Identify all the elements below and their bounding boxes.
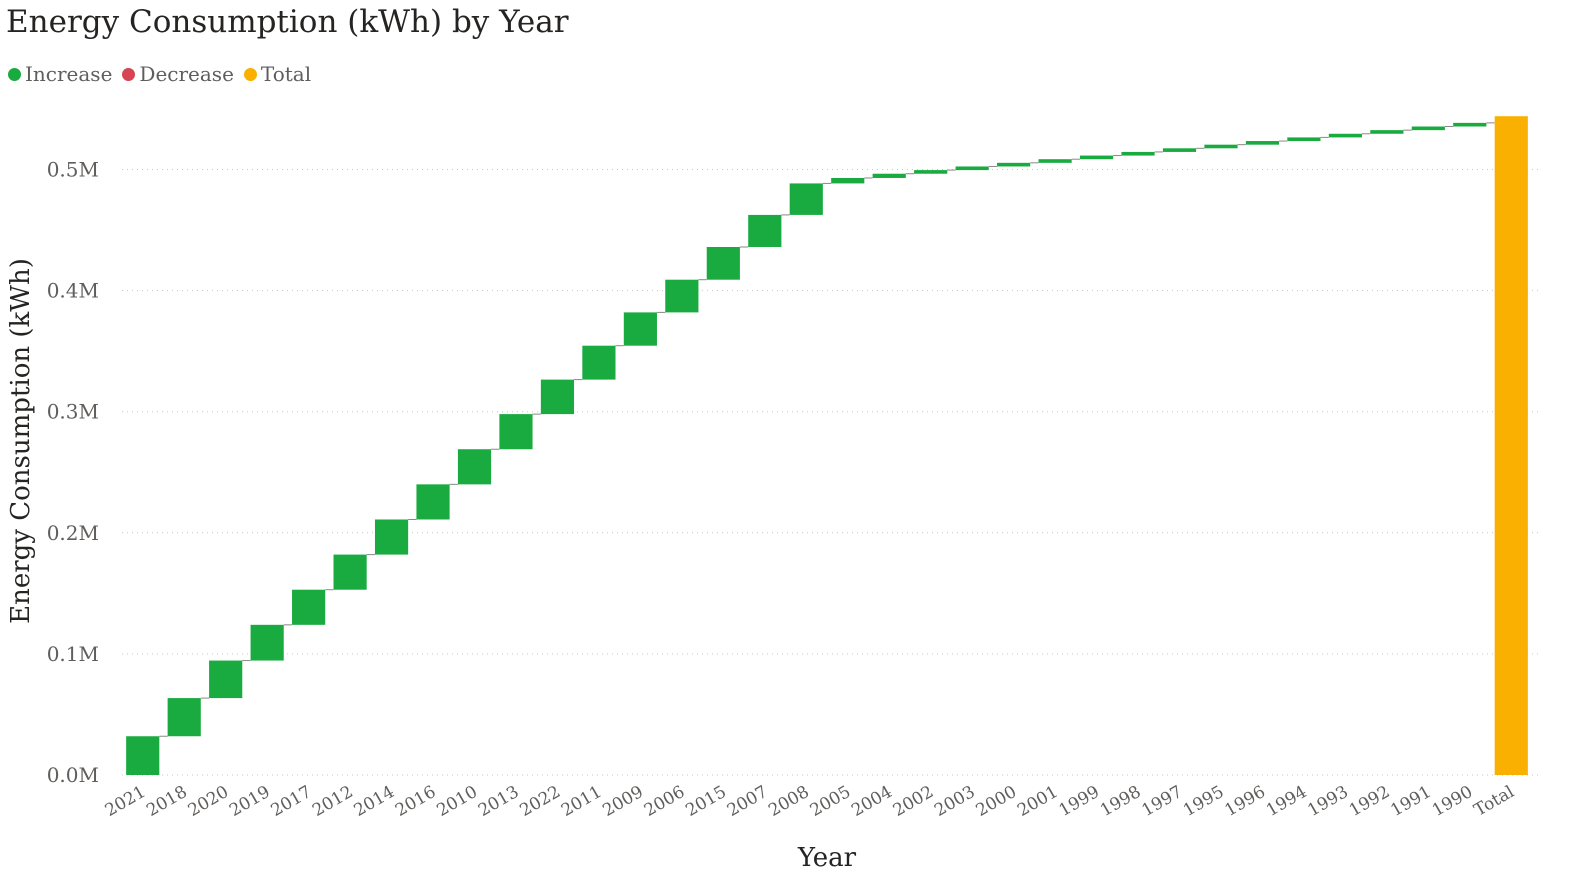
chart-title: Energy Consumption (kWh) by Year: [6, 4, 569, 40]
x-tick-label: 2015: [682, 782, 729, 821]
x-tick-label: 2003: [931, 782, 978, 821]
x-tick-label: 2011: [558, 782, 605, 821]
x-tick-label: 2013: [475, 782, 522, 821]
bar-2006[interactable]: [665, 279, 699, 313]
bar-2018[interactable]: [167, 698, 201, 737]
x-tick-label: 1993: [1304, 782, 1351, 821]
bar-1998[interactable]: [1121, 151, 1155, 156]
bar-2000[interactable]: [997, 162, 1031, 167]
legend-dot-decrease: [122, 67, 136, 81]
bar-2008[interactable]: [789, 183, 823, 215]
y-tick-label: 0.1M: [47, 642, 99, 666]
x-tick-label: 2019: [226, 782, 273, 821]
legend-item-increase[interactable]: Increase: [8, 62, 112, 86]
bar-1995[interactable]: [1204, 144, 1238, 149]
x-tick-label: 1997: [1139, 782, 1186, 821]
x-tick-label: 2001: [1014, 782, 1061, 821]
bar-2016[interactable]: [416, 484, 450, 520]
legend-label-decrease: Decrease: [139, 62, 234, 86]
bar-1994[interactable]: [1287, 137, 1321, 142]
x-tick-label: 2014: [351, 782, 398, 821]
bar-2003[interactable]: [955, 166, 989, 171]
bar-2014[interactable]: [374, 519, 409, 555]
x-axis-ticks: 2021201820202019201720122014201620102013…: [102, 782, 1518, 821]
gridlines: [122, 168, 1542, 776]
bar-1991[interactable]: [1411, 126, 1445, 131]
x-axis-title: Year: [797, 843, 857, 873]
bar-2010[interactable]: [457, 449, 492, 485]
x-tick-label: 1998: [1097, 782, 1144, 821]
x-tick-label: 1992: [1346, 782, 1393, 821]
bar-2002[interactable]: [914, 170, 948, 174]
bar-1996[interactable]: [1245, 141, 1280, 145]
x-tick-label: 1996: [1221, 782, 1268, 821]
bar-1997[interactable]: [1162, 148, 1197, 152]
legend-item-total[interactable]: Total: [243, 62, 312, 86]
bar-1990[interactable]: [1453, 122, 1487, 127]
x-tick-label: 2004: [848, 782, 895, 821]
bar-2004[interactable]: [872, 173, 906, 178]
x-tick-label: 2007: [724, 782, 771, 821]
legend-dot-total: [243, 67, 257, 81]
x-tick-label: 1995: [1180, 782, 1227, 821]
bar-2007[interactable]: [748, 214, 782, 247]
x-tick-label: 2017: [268, 782, 315, 821]
x-tick-label: 2002: [890, 782, 937, 821]
x-tick-label: 2010: [434, 782, 481, 821]
bar-2005[interactable]: [831, 177, 865, 184]
x-tick-label: 2018: [143, 782, 190, 821]
bar-2015[interactable]: [706, 247, 740, 280]
x-tick-label: 2008: [765, 782, 812, 821]
y-tick-label: 0.0M: [47, 763, 99, 787]
y-axis-ticks: 0.0M 0.1M 0.2M 0.3M 0.4M 0.5M: [47, 157, 99, 787]
x-tick-label: Total: [1471, 782, 1518, 821]
x-tick-label: 2020: [185, 782, 232, 821]
legend-label-total: Total: [260, 62, 312, 86]
bar-total[interactable]: [1494, 116, 1528, 776]
bar-2001[interactable]: [1038, 159, 1072, 163]
x-tick-label: 2000: [973, 782, 1020, 821]
y-axis-title: Energy Consumption (kWh): [6, 258, 36, 624]
bar-1992[interactable]: [1370, 130, 1404, 134]
x-tick-label: 2012: [309, 782, 356, 821]
x-tick-label: 2006: [641, 782, 688, 821]
x-tick-label: 1999: [1056, 782, 1103, 821]
x-tick-label: 2005: [807, 782, 854, 821]
y-tick-label: 0.2M: [47, 521, 99, 545]
bar-2021[interactable]: [126, 736, 160, 775]
bar-2009[interactable]: [623, 312, 657, 346]
bars: [126, 116, 1528, 776]
bar-2017[interactable]: [292, 589, 326, 625]
y-tick-label: 0.3M: [47, 400, 99, 424]
bar-2019[interactable]: [250, 624, 284, 661]
bar-2011[interactable]: [582, 345, 616, 380]
legend: Increase Decrease Total: [8, 62, 321, 86]
x-tick-label: 1991: [1387, 782, 1434, 821]
y-tick-label: 0.4M: [47, 279, 99, 303]
bar-2020[interactable]: [209, 660, 243, 699]
y-tick-label: 0.5M: [47, 157, 99, 181]
connectors: [159, 122, 1495, 737]
legend-item-decrease[interactable]: Decrease: [122, 62, 234, 86]
bar-2022[interactable]: [540, 379, 575, 415]
x-tick-label: 1990: [1429, 782, 1476, 821]
legend-dot-increase: [8, 67, 21, 81]
x-tick-label: 2009: [599, 782, 646, 821]
bar-2012[interactable]: [333, 554, 367, 590]
bar-1999[interactable]: [1079, 155, 1114, 160]
x-tick-label: 2021: [102, 782, 149, 821]
x-tick-label: 2022: [516, 782, 563, 821]
x-tick-label: 1994: [1263, 782, 1310, 821]
legend-label-increase: Increase: [25, 62, 113, 86]
bar-2013[interactable]: [499, 414, 533, 450]
bar-1993[interactable]: [1328, 133, 1362, 138]
x-tick-label: 2016: [392, 782, 439, 821]
